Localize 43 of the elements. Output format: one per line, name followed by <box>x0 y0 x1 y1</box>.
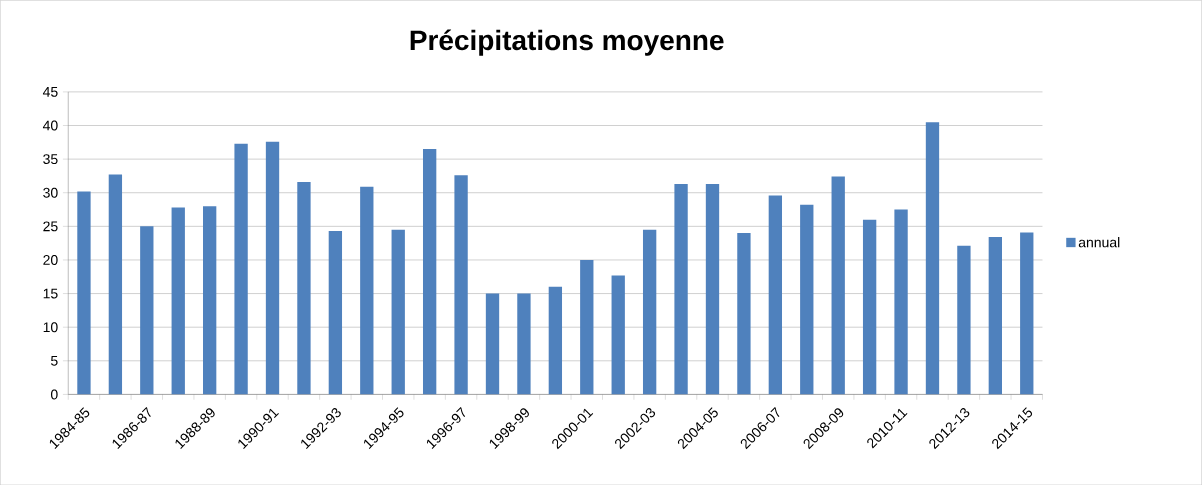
y-tick-label: 35 <box>43 154 58 164</box>
bar <box>862 219 877 395</box>
bar <box>140 226 154 395</box>
y-tick-label: 0 <box>50 389 58 400</box>
bar <box>580 259 594 395</box>
legend-label: annual <box>1078 236 1120 248</box>
bar <box>1020 232 1034 395</box>
bar <box>108 174 123 395</box>
bar <box>360 186 374 395</box>
bar <box>705 183 720 395</box>
bar <box>988 236 1002 395</box>
bar <box>800 204 814 395</box>
bar <box>265 141 280 395</box>
bar <box>611 275 625 395</box>
y-tick-label: 40 <box>42 120 58 131</box>
bar <box>925 121 940 395</box>
bar <box>674 183 688 395</box>
y-tick-label: 10 <box>43 322 58 332</box>
bar <box>454 175 468 395</box>
y-tick-label: 25 <box>43 221 58 232</box>
bar <box>548 286 563 395</box>
bar <box>297 181 311 395</box>
bar <box>768 195 783 395</box>
bar <box>831 176 845 395</box>
bar <box>77 191 91 395</box>
bar <box>422 148 437 395</box>
y-tick-label: 45 <box>42 86 58 97</box>
bar <box>234 143 248 395</box>
bar <box>957 245 971 395</box>
bar <box>737 232 751 395</box>
bar <box>203 206 217 395</box>
y-tick-label: 20 <box>43 254 58 265</box>
bar <box>171 207 185 395</box>
bar <box>894 209 908 395</box>
bar <box>391 229 405 395</box>
y-tick-label: 15 <box>43 288 58 299</box>
y-tick-label: 5 <box>50 355 58 366</box>
bar <box>328 230 343 395</box>
y-tick-label: 30 <box>43 187 58 198</box>
bar <box>485 293 500 395</box>
bar <box>642 229 657 395</box>
bar <box>517 293 531 395</box>
chart-title: Précipitations moyenne <box>410 29 724 56</box>
